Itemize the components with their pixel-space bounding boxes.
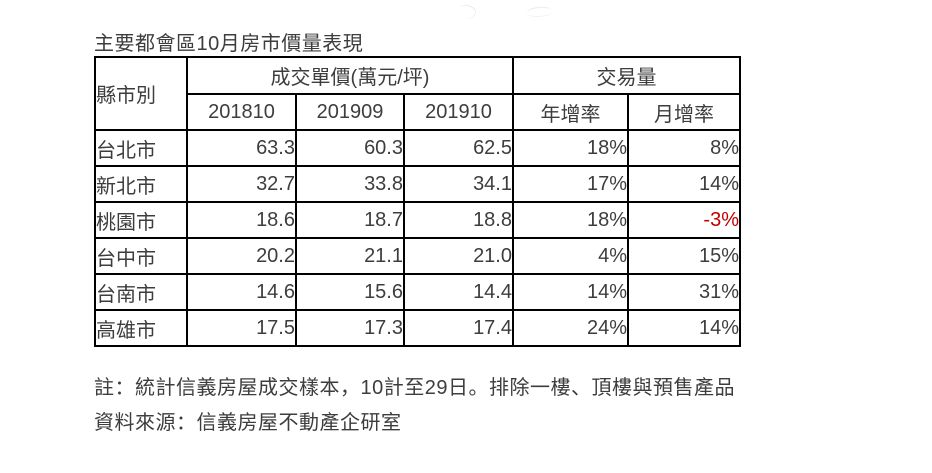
faint-smudge-artifact <box>456 1 478 22</box>
header-group-row: 縣市別 成交單價(萬元/坪) 交易量 <box>94 56 741 131</box>
group-header-unit-price: 成交單價(萬元/坪) <box>186 56 514 95</box>
price-cell: 32.7 <box>186 165 297 203</box>
faint-smudge-artifact <box>526 5 552 19</box>
price-cell: 17.4 <box>403 309 514 347</box>
table-row-taoyuan: 桃園市 18.6 18.7 18.8 18% -3% <box>94 201 741 239</box>
yoy-cell: 4% <box>512 237 629 275</box>
price-cell: 15.6 <box>295 273 405 311</box>
price-cell: 18.7 <box>295 201 405 239</box>
price-cell: 34.1 <box>403 165 514 203</box>
mom-cell: 15% <box>627 237 741 275</box>
price-cell: 14.6 <box>186 273 297 311</box>
price-cell: 21.0 <box>403 237 514 275</box>
yoy-cell: 18% <box>512 201 629 239</box>
housing-price-volume-table: 縣市別 成交單價(萬元/坪) 交易量 201810 201909 201910 … <box>94 56 741 347</box>
table-row-kaohsiung: 高雄市 17.5 17.3 17.4 24% 14% <box>94 309 741 347</box>
col-header-201910: 201910 <box>403 93 514 131</box>
footnotes: 註：統計信義房屋成交樣本，10計至29日。排除一樓、頂樓與預售產品 資料來源：信… <box>94 371 735 441</box>
price-cell: 33.8 <box>295 165 405 203</box>
price-cell: 21.1 <box>295 237 405 275</box>
source-line: 資料來源：信義房屋不動產企研室 <box>94 412 402 434</box>
table-row-tainan: 台南市 14.6 15.6 14.4 14% 31% <box>94 273 741 311</box>
price-cell: 20.2 <box>186 237 297 275</box>
price-cell: 60.3 <box>295 129 405 167</box>
col-header-201810: 201810 <box>186 93 297 131</box>
price-cell: 62.5 <box>403 129 514 167</box>
price-cell: 17.5 <box>186 309 297 347</box>
group-header-volume: 交易量 <box>512 56 741 95</box>
price-cell: 14.4 <box>403 273 514 311</box>
mom-cell: 14% <box>627 309 741 347</box>
table-row-newtaipei: 新北市 32.7 33.8 34.1 17% 14% <box>94 165 741 203</box>
table-row-taichung: 台中市 20.2 21.1 21.0 4% 15% <box>94 237 741 275</box>
col-header-201909: 201909 <box>295 93 405 131</box>
page-title: 主要都會區10月房市價量表現 <box>94 33 364 55</box>
city-cell: 台中市 <box>94 237 188 275</box>
price-cell: 17.3 <box>295 309 405 347</box>
price-cell: 18.8 <box>403 201 514 239</box>
corner-header-city: 縣市別 <box>94 56 188 131</box>
mom-cell: 8% <box>627 129 741 167</box>
city-cell: 台南市 <box>94 273 188 311</box>
city-cell: 高雄市 <box>94 309 188 347</box>
city-cell: 新北市 <box>94 165 188 203</box>
table-row-taipei: 台北市 63.3 60.3 62.5 18% 8% <box>94 129 741 167</box>
yoy-cell: 24% <box>512 309 629 347</box>
mom-cell: -3% <box>627 201 741 239</box>
yoy-cell: 17% <box>512 165 629 203</box>
city-cell: 台北市 <box>94 129 188 167</box>
price-cell: 63.3 <box>186 129 297 167</box>
note-line: 註：統計信義房屋成交樣本，10計至29日。排除一樓、頂樓與預售產品 <box>94 377 735 399</box>
city-cell: 桃園市 <box>94 201 188 239</box>
yoy-cell: 14% <box>512 273 629 311</box>
yoy-cell: 18% <box>512 129 629 167</box>
mom-cell: 31% <box>627 273 741 311</box>
header-sub-row: 201810 201909 201910 年增率 月增率 <box>95 93 741 131</box>
col-header-mom: 月增率 <box>627 93 741 131</box>
col-header-yoy: 年增率 <box>512 93 629 131</box>
mom-cell: 14% <box>627 165 741 203</box>
price-cell: 18.6 <box>186 201 297 239</box>
